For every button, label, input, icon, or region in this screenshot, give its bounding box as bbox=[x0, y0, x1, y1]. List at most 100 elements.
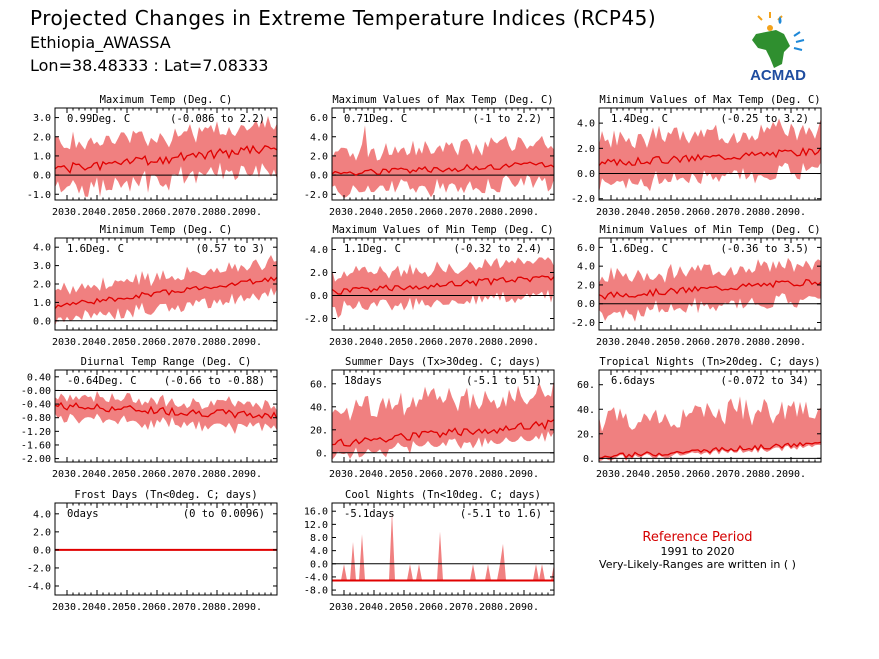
y-tick-label: 4.0 bbox=[310, 132, 328, 143]
y-tick-label: 2.0 bbox=[33, 527, 51, 538]
y-tick-label: 0.0 bbox=[310, 171, 328, 182]
chart-value-label: 1.6Deg. C bbox=[67, 243, 124, 255]
x-tick-label: 2030. bbox=[52, 469, 82, 480]
y-tick-label: 12.0 bbox=[304, 520, 328, 531]
x-tick-label: 2050. bbox=[112, 602, 142, 613]
chart-range-label: (-0.25 to 3.2) bbox=[720, 113, 809, 125]
chart-data bbox=[55, 389, 277, 434]
x-tick-label: 2080. bbox=[202, 207, 232, 218]
plot-frame bbox=[54, 107, 278, 201]
y-tick-label: 0.40 bbox=[27, 372, 51, 383]
acmad-logo: ACMAD bbox=[750, 12, 806, 84]
reference-period-years: 1991 to 2020 bbox=[660, 545, 735, 558]
y-tick-label: 0.0 bbox=[577, 169, 595, 180]
x-tick-label: 2040. bbox=[626, 207, 656, 218]
plot-frame bbox=[331, 502, 555, 596]
y-tick-label: 2.0 bbox=[577, 280, 595, 291]
chart-value-label: -5.1days bbox=[344, 508, 395, 520]
x-tick-label: 2080. bbox=[202, 469, 232, 480]
x-tick-label: 2090. bbox=[776, 469, 806, 480]
x-tick-label: 2090. bbox=[509, 337, 539, 348]
y-tick-label: 2.0 bbox=[577, 144, 595, 155]
y-tick-label: 2.0 bbox=[33, 132, 51, 143]
chart-range-label: (-1 to 2.2) bbox=[472, 113, 542, 125]
chart-value-label: 6.6days bbox=[611, 375, 655, 387]
chart-value-label: 0days bbox=[67, 508, 99, 520]
y-tick-label: 60. bbox=[310, 379, 328, 390]
x-tick-label: 2060. bbox=[142, 469, 172, 480]
chart-value-label: 18days bbox=[344, 375, 382, 387]
y-tick-label: 1.0 bbox=[33, 151, 51, 162]
y-tick-label: 1.0 bbox=[33, 298, 51, 309]
x-tick-label: 2080. bbox=[479, 337, 509, 348]
range-band bbox=[599, 117, 821, 193]
y-tick-label: -1.60 bbox=[21, 440, 51, 451]
x-tick-label: 2050. bbox=[389, 602, 419, 613]
y-tick-label: 3.0 bbox=[33, 261, 51, 272]
plot-frame bbox=[54, 369, 278, 463]
x-tick-label: 2040. bbox=[626, 469, 656, 480]
median-line bbox=[599, 441, 821, 460]
chart-data bbox=[599, 257, 821, 322]
median-line bbox=[332, 419, 554, 447]
plot-frame bbox=[598, 369, 822, 463]
y-tick-label: -1.20 bbox=[21, 427, 51, 438]
y-tick-label: 3.0 bbox=[33, 113, 51, 124]
y-tick-label: -0.40 bbox=[21, 400, 51, 411]
y-tick-label: -2.0 bbox=[304, 314, 328, 325]
chart-panel: Minimum Temp (Deg. C) 0.0 1.0 2.0 3.0 4.0 2030… bbox=[33, 224, 278, 348]
y-tick-label: 0.0 bbox=[310, 559, 328, 570]
y-tick-label: -2.0 bbox=[571, 318, 595, 329]
median-line bbox=[55, 276, 277, 309]
x-tick-label: 2060. bbox=[419, 207, 449, 218]
x-tick-label: 2060. bbox=[686, 469, 716, 480]
chart-range-label: (-0.32 to 2.4) bbox=[453, 243, 542, 255]
chart-panel: Frost Days (Tn<0deg. C; days) -4.0 -2.0 0.0… bbox=[27, 489, 278, 613]
reference-period-title: Reference Period bbox=[642, 530, 753, 545]
chart-range-label: (-0.36 to 3.5) bbox=[720, 243, 809, 255]
x-tick-label: 2050. bbox=[112, 207, 142, 218]
y-tick-label: 20. bbox=[577, 429, 595, 440]
x-tick-label: 2070. bbox=[449, 602, 479, 613]
y-tick-label: 0.0 bbox=[33, 171, 51, 182]
x-tick-label: 2030. bbox=[329, 602, 359, 613]
x-tick-label: 2040. bbox=[626, 337, 656, 348]
chart-range-label: (-0.086 to 2.2) bbox=[170, 113, 265, 125]
x-tick-label: 2080. bbox=[479, 602, 509, 613]
y-tick-label: -2.0 bbox=[304, 190, 328, 201]
x-tick-label: 2030. bbox=[52, 602, 82, 613]
x-tick-label: 2050. bbox=[389, 207, 419, 218]
x-tick-label: 2090. bbox=[232, 337, 262, 348]
chart-panel: Cool Nights (Tn<10deg. C; days) -8.0 -4.0 0… bbox=[304, 489, 555, 613]
x-tick-label: 2050. bbox=[112, 469, 142, 480]
chart-range-label: (-5.1 to 51) bbox=[466, 375, 542, 387]
x-tick-label: 2050. bbox=[656, 207, 686, 218]
chart-title: Maximum Temp (Deg. C) bbox=[100, 94, 233, 106]
y-tick-label: 4.0 bbox=[577, 119, 595, 130]
chart-range-label: (0 to 0.0096) bbox=[183, 508, 265, 520]
x-tick-label: 2070. bbox=[716, 469, 746, 480]
chart-data bbox=[55, 548, 277, 551]
x-tick-label: 2090. bbox=[509, 207, 539, 218]
chart-data bbox=[599, 396, 821, 462]
y-tick-label: -1.0 bbox=[27, 190, 51, 201]
y-tick-label: 2.0 bbox=[310, 151, 328, 162]
africa-map-icon bbox=[752, 12, 805, 68]
chart-panel: Minimum Values of Min Temp (Deg. C) -2.0 0… bbox=[571, 224, 822, 348]
chart-data bbox=[55, 115, 277, 197]
y-tick-label: 0.0 bbox=[33, 316, 51, 327]
chart-title: Frost Days (Tn<0deg. C; days) bbox=[74, 489, 257, 501]
x-tick-label: 2090. bbox=[776, 207, 806, 218]
y-tick-label: -0.00 bbox=[21, 386, 51, 397]
y-tick-label: -4.0 bbox=[27, 581, 51, 592]
chart-range-label: (0.57 to 3) bbox=[195, 243, 265, 255]
y-tick-label: 16.0 bbox=[304, 507, 328, 518]
chart-title: Summer Days (Tx>30deg. C; days) bbox=[345, 356, 541, 368]
y-tick-label: 40. bbox=[577, 405, 595, 416]
plot-frame bbox=[598, 237, 822, 331]
y-tick-label: 6.0 bbox=[577, 243, 595, 254]
chart-panel: Minimum Values of Max Temp (Deg. C) -2.0 0… bbox=[571, 94, 822, 218]
x-tick-label: 2030. bbox=[52, 337, 82, 348]
x-tick-label: 2040. bbox=[359, 469, 389, 480]
